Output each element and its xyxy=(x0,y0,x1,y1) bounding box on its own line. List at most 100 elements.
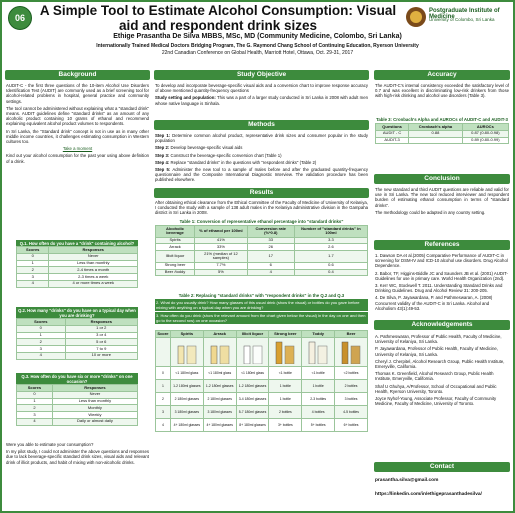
header-cell: Responses xyxy=(48,246,138,254)
section-heading: References xyxy=(374,240,510,250)
cell: Strong beer xyxy=(154,261,196,270)
cell: 0.88 xyxy=(408,129,463,138)
acknowledgement: Thomas K. Greenfield, Alcohol Research G… xyxy=(375,371,494,382)
row: 0 Never xyxy=(15,252,138,261)
reference: 2. Babor, TF, Higgins-Biddle JC and Saun… xyxy=(375,270,508,281)
cell: <1 bottle xyxy=(268,365,303,380)
table: Questions Cronbach's alpha AUROCs AUDIT - C… xyxy=(374,123,510,145)
cell: 7.7% xyxy=(194,261,248,270)
caption: Table 2: Replacing "standard drinks" wit… xyxy=(178,293,345,298)
header-cell: Illicit liquor xyxy=(235,330,270,338)
affiliation: Internationally Trained Medical Doctors … xyxy=(96,43,419,49)
paragraph: In Sri Lanka, the "Standard drink" conce… xyxy=(6,128,149,145)
cell: 0.6 xyxy=(293,261,369,270)
cell: 6+ bottles xyxy=(334,417,368,432)
section-heading: Acknowledgements xyxy=(374,320,510,330)
row: 2 Monthly xyxy=(16,404,139,413)
drink-icon xyxy=(243,346,262,365)
cell: 10 or more xyxy=(64,351,139,360)
cell: 0.4 xyxy=(293,268,369,277)
header-cell: Questions xyxy=(374,123,410,131)
q3-table: Q.3. How often do you have six or more "… xyxy=(16,373,139,426)
contact-linkedin: https://linkedin.com/in/ethigeprasanthad… xyxy=(375,492,482,497)
prompt: Kind out your alcohol consumption for th… xyxy=(6,153,149,164)
header-row: Scores Responses xyxy=(16,318,139,326)
cell: 4 xyxy=(155,417,171,432)
row: AUDIT-3 0.89 (0.80-0.99) xyxy=(374,136,510,145)
acknowledgement: Joyce Nyhof-Young, Associate Professor, … xyxy=(375,396,497,407)
step: Step 3: Construct the beverage-specific … xyxy=(155,153,368,158)
image-cell xyxy=(301,336,336,367)
question: Were you able to estimate your consumpti… xyxy=(6,442,94,447)
badge: 06 xyxy=(8,6,32,30)
cell: 5-7 180ml glasses xyxy=(235,404,270,419)
cell: 7 to 9 xyxy=(64,345,139,353)
q2-text: 2. What do you usually drink? How many g… xyxy=(155,299,368,311)
cell: 0 xyxy=(155,365,171,380)
cell: 3-4 180ml glasses xyxy=(235,391,270,406)
header-cell: Spirits xyxy=(169,330,204,338)
cell: 41% xyxy=(194,236,248,245)
conclusion-text: The new standard and third AUDIT questio… xyxy=(375,187,509,217)
contact-email: prasantha.silva@gmail.com xyxy=(375,478,439,483)
image-cell xyxy=(235,336,270,367)
references-text: 1. Dawson DA et al.(2005) Comparative Pe… xyxy=(375,253,509,313)
cell: 3 xyxy=(155,404,171,419)
cell: Arrack xyxy=(154,243,196,252)
header-row: Scores Responses xyxy=(16,384,139,392)
header-row: Scores Responses xyxy=(15,246,138,254)
table: Alcoholic beverage% of ethanol per 100ml… xyxy=(154,225,369,277)
cell: 4+ 180ml glasses xyxy=(202,417,237,432)
step-label: Step 3: xyxy=(155,152,170,158)
step-text: Develop beverage-specific visual aids xyxy=(170,145,243,151)
cell: 0.87 (0.80-0.98) xyxy=(461,129,510,138)
table: Scores Responses 0 Never 1 Less than monthly 2… xyxy=(15,246,138,288)
logo-subtext: University of Colombo, Sri Lanka xyxy=(429,17,495,22)
methods-text: Step 1: Determine common alcohol product… xyxy=(155,133,368,185)
cell: 21% (median of 12 samples) xyxy=(194,250,248,263)
setting: This was a part of a larger study conduc… xyxy=(155,95,368,106)
cell: <1 180ml glass xyxy=(169,365,204,380)
left-end: Were you able to estimate your consumpti… xyxy=(6,442,149,467)
step: Step 5: Administer the new tool to a sam… xyxy=(155,167,368,183)
cell: Beer /toddy xyxy=(154,268,196,277)
cell: 2 xyxy=(16,338,66,347)
header-cell: Responses xyxy=(51,384,139,392)
cell: 4-5 bottles xyxy=(334,404,368,419)
cell: 33% xyxy=(194,243,248,252)
step: Step 1: Determine common alcohol product… xyxy=(155,133,368,143)
cell: 2 xyxy=(16,404,53,413)
objective: To develop and incorporate beverage-spec… xyxy=(155,83,368,94)
header-cell: % of ethanol per 100ml xyxy=(194,225,248,238)
drink-icon xyxy=(308,342,328,365)
row: 4 4+ 180ml glasses 4+ 180ml glasses 8+ 180m… xyxy=(155,417,368,432)
cell: 1 xyxy=(155,378,171,393)
cell: AUDIT-3 xyxy=(374,136,410,145)
step-text: Construct the beverage-specific conversi… xyxy=(170,152,282,158)
cell: Spirits xyxy=(154,236,196,245)
visual-aid: Score Spirits Arrack Illicit liquor Strong b… xyxy=(155,330,368,432)
cell: Weekly xyxy=(51,411,139,419)
section-heading: Accuracy xyxy=(374,70,510,80)
cell: <2 bottles xyxy=(334,365,368,380)
header-cell: AUROCs xyxy=(461,123,510,131)
row: Beer /toddy 5% 4 0.4 xyxy=(154,268,369,277)
section-heading: Contact xyxy=(374,462,510,472)
row: Arrack 33% 26 2.6 xyxy=(154,243,369,252)
title: A Simple Tool to Estimate Alcohol Consum… xyxy=(39,3,397,33)
cell: 3 or 4 xyxy=(64,331,139,340)
row: 0 Never xyxy=(16,390,139,399)
step-label: Step 5: xyxy=(155,167,171,173)
cell: <1 bottle xyxy=(301,365,336,380)
cell: 6 xyxy=(246,261,295,270)
row: 0 <1 180ml glass <1 180ml glass <1 180ml gl… xyxy=(155,365,368,380)
reference: 3. Kerr WC, Stockwell T. 2011. Understan… xyxy=(375,283,503,294)
image-cell xyxy=(169,336,204,367)
paragraph: The new standard and third AUDIT questio… xyxy=(375,187,509,208)
cell: 17 xyxy=(246,250,295,263)
